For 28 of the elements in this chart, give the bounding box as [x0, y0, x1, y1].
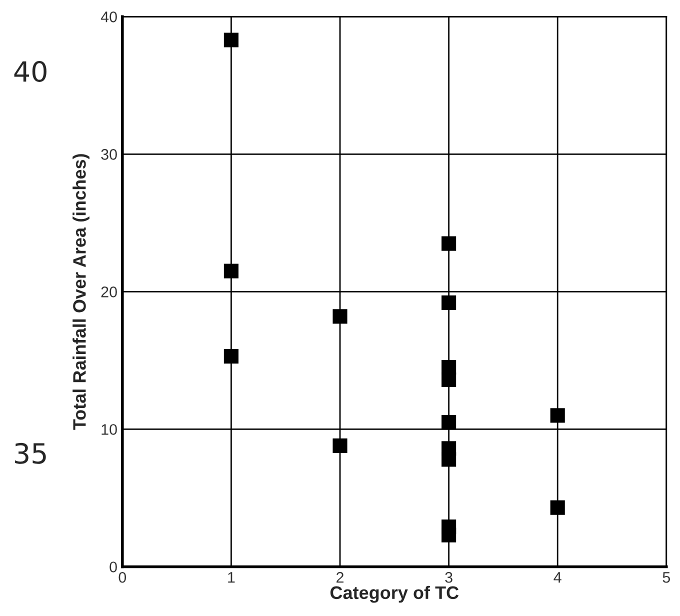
point	[224, 349, 238, 364]
point	[442, 452, 456, 467]
y-tick-label: 10	[102, 424, 117, 435]
point	[442, 295, 456, 310]
text: 40	[14, 60, 46, 82]
point	[550, 408, 565, 423]
x-tick-label: 3	[445, 572, 452, 583]
point	[550, 500, 565, 515]
point	[442, 236, 456, 251]
x-axis-title: Category of TC	[330, 586, 459, 603]
y-axis-title: Total Rainfall Over Area (inches)	[72, 154, 90, 430]
y-tick-label: 0	[110, 562, 117, 572]
point	[224, 32, 238, 48]
x-tick-label: 0	[118, 572, 126, 583]
y-tick-label: 40	[100, 12, 117, 22]
text: 35	[15, 442, 46, 464]
point	[442, 372, 456, 387]
x-tick-label: 4	[554, 572, 562, 583]
point	[332, 309, 348, 324]
x-tick-label: 1	[228, 572, 235, 583]
point	[332, 438, 348, 453]
x-tick-label: 2	[336, 572, 344, 583]
point	[224, 264, 238, 278]
point	[442, 415, 456, 430]
y-tick-label: 30	[101, 149, 117, 160]
point	[442, 528, 456, 542]
x-tick-label: 5	[662, 572, 670, 583]
y-tick-label: 20	[101, 286, 117, 298]
